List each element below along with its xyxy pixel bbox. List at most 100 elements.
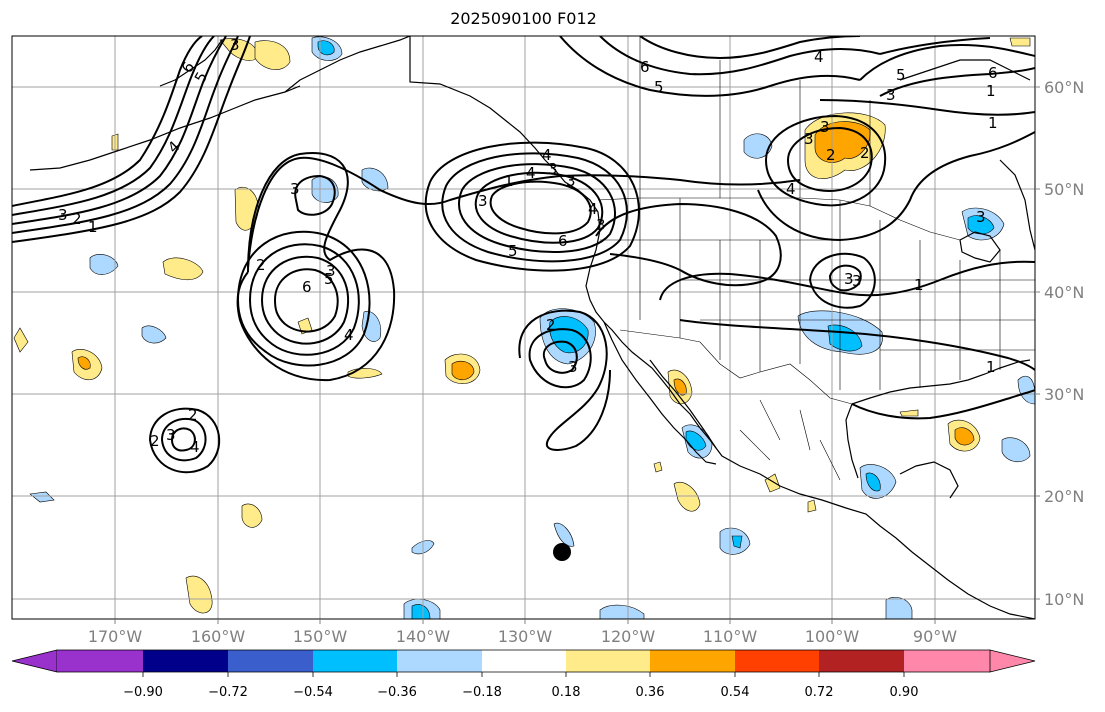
colorbar-tick-label: −0.18 — [462, 685, 502, 700]
contour-label: 3 — [820, 118, 830, 136]
contour-line — [236, 230, 371, 367]
us-mexico-border — [619, 329, 853, 405]
lat-label-30N: 30°N — [1044, 385, 1084, 404]
contour-label: 4 — [190, 438, 200, 456]
colorbar-tick-label: −0.54 — [293, 685, 333, 700]
positive-anomaly-patch — [1009, 37, 1031, 47]
strong-positive-patch — [451, 360, 475, 381]
lon-label-140W: 140°W — [396, 627, 451, 646]
contour-label: 3 — [844, 270, 854, 288]
contour-label: 1 — [504, 172, 514, 190]
colorbar-bin — [482, 650, 566, 672]
contour-line — [489, 180, 592, 235]
contour-line — [599, 36, 881, 76]
lon-label-170W: 170°W — [88, 627, 143, 646]
positive-anomaly-patch — [899, 409, 919, 417]
colorbar-outline — [57, 649, 990, 673]
contour-label: 3 — [804, 130, 814, 148]
great-lakes — [959, 231, 1001, 263]
contour-line — [441, 152, 628, 263]
colorbar-bin — [397, 650, 482, 672]
contour-line — [294, 174, 336, 216]
lon-label-100W: 100°W — [805, 627, 860, 646]
negative-anomaly-patch — [141, 325, 167, 344]
contour-line — [12, 36, 215, 216]
gulf-west-coast — [845, 403, 859, 479]
contour-line — [819, 99, 1035, 116]
contour-line — [458, 163, 616, 254]
contour-label: 3 — [290, 180, 300, 198]
contour-label: 4 — [542, 146, 552, 164]
contour-label: 2 — [256, 256, 266, 274]
colorbar-bin — [313, 650, 397, 672]
contour-label: 6 — [988, 64, 998, 82]
negative-anomaly-patch — [885, 597, 913, 619]
colorbar-bin — [819, 650, 904, 672]
colorbar-tick-label: −0.72 — [208, 685, 248, 700]
contour-line — [764, 114, 887, 207]
longitude-axis: 170°W 160°W 150°W 140°W 130°W 120°W 110°… — [88, 619, 957, 646]
colorbar-bin — [904, 650, 990, 672]
contour-line — [160, 418, 207, 462]
colorbar-bin — [650, 650, 735, 672]
contour-lines — [12, 36, 1035, 474]
positive-anomaly-patch — [185, 575, 213, 614]
strong-positive-patch — [954, 427, 975, 446]
shaded-anomalies — [13, 36, 1035, 619]
contour-label: 2 — [150, 432, 160, 450]
strong-negative-patch — [967, 215, 995, 235]
contour-line — [247, 156, 801, 269]
latitude-axis: 60°N 50°N 40°N 30°N 20°N 10°N — [1035, 78, 1084, 609]
contour-label: 1 — [914, 276, 924, 294]
colorbar-under-extend — [11, 649, 58, 673]
contour-line — [559, 36, 861, 97]
positive-anomaly-patch — [241, 503, 263, 528]
negative-anomaly-patch — [1017, 375, 1035, 405]
lat-label-40N: 40°N — [1044, 283, 1084, 302]
colorbar-over-extend — [989, 649, 1036, 673]
graticule — [12, 36, 1035, 619]
contour-line — [828, 264, 862, 292]
contour-line — [12, 36, 227, 225]
lat-label-60N: 60°N — [1044, 78, 1084, 97]
lon-label-130W: 130°W — [498, 627, 553, 646]
contour-line — [595, 202, 782, 287]
contour-label: 6 — [302, 278, 312, 296]
contour-line — [757, 131, 1035, 242]
positive-anomaly-patch — [254, 40, 291, 70]
map-frame — [11, 35, 1036, 620]
storm-center-marker — [553, 543, 571, 561]
alaska-west — [159, 39, 223, 87]
contour-line — [12, 36, 239, 234]
canada-provinces — [639, 36, 871, 206]
positive-anomaly-patch — [162, 257, 204, 281]
colorbar-bin — [143, 650, 228, 672]
colorbar: −0.90 −0.72 −0.54 −0.36 −0.18 0.18 0.36 … — [11, 649, 1036, 700]
strong-negative-patch — [731, 535, 743, 549]
colorbar-tick-label: 0.36 — [636, 685, 665, 700]
contour-line — [248, 243, 360, 356]
positive-anomaly-patch — [764, 473, 781, 493]
yucatan — [899, 461, 959, 499]
colorbar-tick-label: −0.36 — [377, 685, 417, 700]
colorbar-tick-label: −0.90 — [123, 685, 163, 700]
contour-label: 2 — [860, 144, 870, 162]
colorbar-bin — [735, 650, 819, 672]
contour-label: 2 — [826, 146, 836, 164]
strong-negative-patch — [411, 604, 431, 619]
contour-label: 2 — [546, 316, 556, 334]
colorbar-bin — [566, 650, 650, 672]
contour-label: 1 — [986, 358, 996, 376]
north-america-west-coast — [585, 211, 1035, 619]
baja-east — [649, 359, 717, 449]
colorbar-tick-label: 0.72 — [805, 685, 834, 700]
colorbar-tick-label: 0.18 — [552, 685, 581, 700]
contour-label: 1 — [988, 114, 998, 132]
contour-label: 4 — [786, 180, 796, 198]
contour-label: 5 — [896, 66, 906, 84]
negative-anomaly-patch — [29, 491, 55, 503]
strong-negative-patch — [549, 316, 589, 354]
contour-label: 3 — [886, 86, 896, 104]
contour-label: 3 — [326, 262, 336, 280]
contour-label: 1 — [88, 218, 98, 236]
